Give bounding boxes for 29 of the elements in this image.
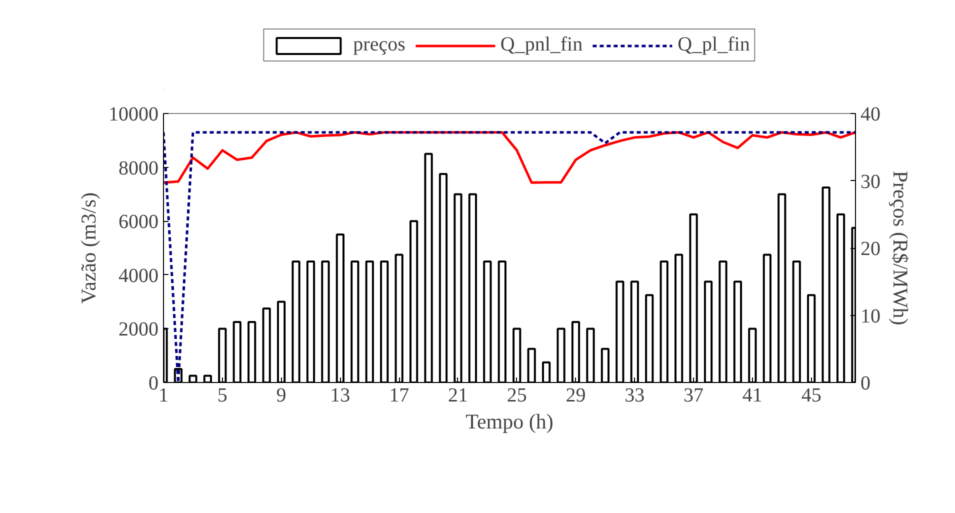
x-tick-label: 9 (276, 384, 286, 406)
x-tick-label: 29 (566, 384, 586, 406)
y2-tick-label: 30 (860, 170, 880, 193)
x-tick-label: 37 (684, 384, 704, 406)
legend-label: Q_pnl_fin (500, 34, 583, 56)
y-tick-label: 0 (148, 372, 158, 394)
x-tick-label: 33 (624, 384, 645, 406)
y2-tick-label: 20 (860, 238, 880, 260)
x-tick-label: 41 (742, 384, 762, 406)
legend-label: Q_pl_fin (678, 34, 750, 56)
y-tick-label: 4000 (118, 264, 158, 287)
x-tick-label: 21 (448, 384, 468, 406)
x-tick-label: 1 (158, 384, 168, 406)
y2-tick-label: 40 (860, 104, 880, 126)
y2-tick-label: 10 (860, 305, 880, 328)
x-tick-label: 45 (801, 384, 822, 406)
y-tick-label: 8000 (118, 157, 158, 180)
x-axis-title: Tempo (h) (466, 410, 554, 434)
y2-tick-label: 0 (860, 372, 870, 394)
x-tick-label: 13 (330, 384, 350, 406)
x-tick-label: 5 (217, 384, 228, 406)
x-tick-label: 17 (389, 384, 410, 406)
x-tick-label: 25 (506, 384, 527, 406)
y-axis-title: Vazão (m3/s) (76, 192, 100, 304)
y-tick-label: 6000 (118, 211, 158, 234)
y-tick-label: 10000 (108, 104, 158, 126)
y-tick-label: 2000 (118, 318, 158, 341)
legend-label: preços (353, 34, 406, 56)
y2-axis-title: Preços (R$/MWh) (888, 170, 912, 326)
